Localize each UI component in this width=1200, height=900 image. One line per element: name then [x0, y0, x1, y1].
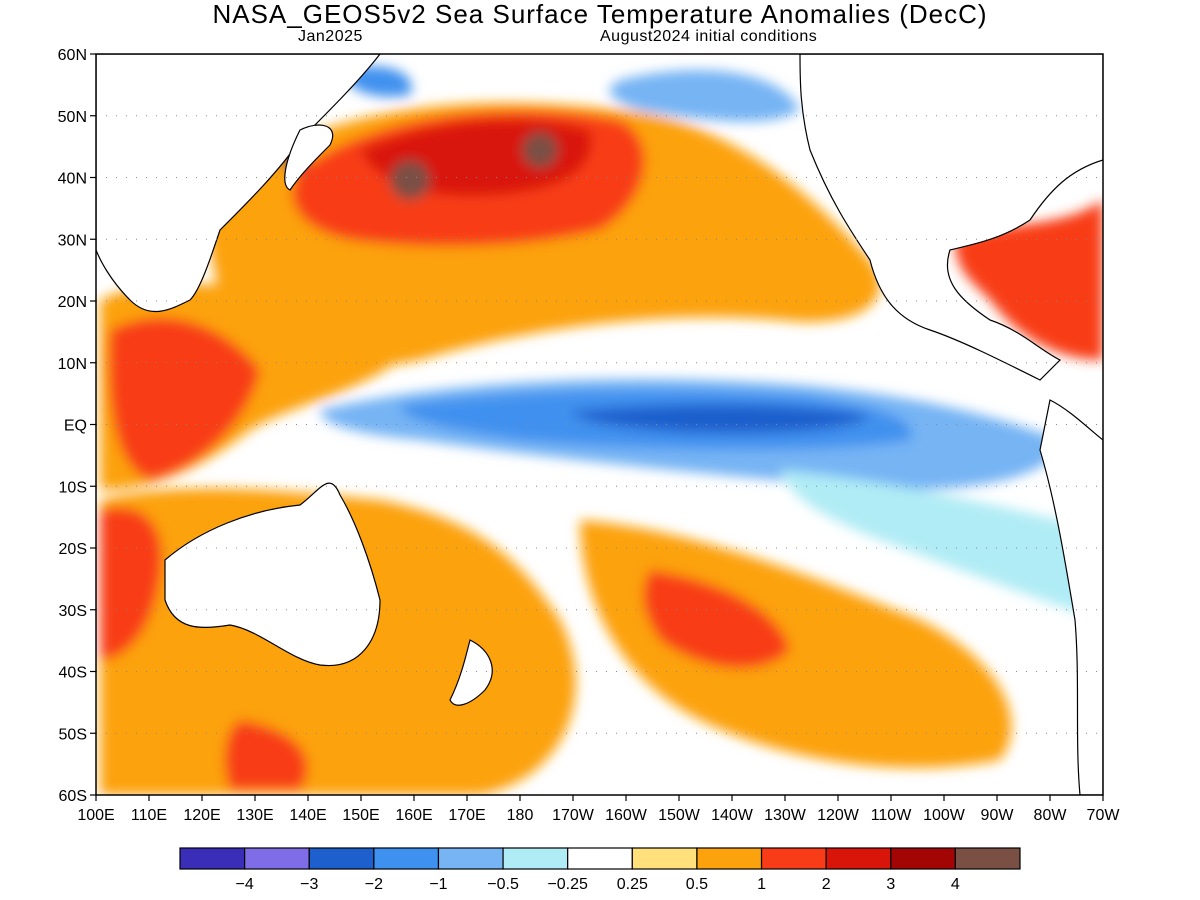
colorbar-swatch	[696, 847, 763, 870]
latitude-tick-label: 20S	[59, 541, 87, 558]
colorbar-swatch	[890, 847, 956, 870]
latitude-axis: 60N 50N 40N 30N 20N 10N EQ 10S 20S 30S 40S 50S 60S	[58, 47, 96, 805]
latitude-tick-label: 50S	[59, 726, 87, 743]
longitude-tick-label: 150E	[342, 807, 379, 824]
longitude-tick-label: 70W	[1087, 807, 1121, 824]
colorbar-swatch	[567, 847, 633, 870]
colorbar-label: −0.5	[487, 876, 519, 893]
longitude-tick-label: 130E	[236, 807, 273, 824]
latitude-tick-label: 30S	[59, 603, 87, 620]
longitude-tick-label: 160W	[605, 807, 648, 824]
colorbar-label: 2	[822, 876, 831, 893]
colorbar-label: −0.25	[547, 876, 588, 893]
colorbar-label: −4	[235, 876, 253, 893]
colorbar-label: −3	[300, 876, 318, 893]
latitude-tick-label: 50N	[58, 109, 87, 126]
colorbar-swatch	[179, 847, 246, 870]
anomaly-field	[96, 54, 1103, 795]
map-title: NASA_GEOS5v2 Sea Surface Temperature Ano…	[212, 0, 988, 29]
latitude-tick-label: 60N	[58, 47, 87, 64]
colorbar-swatch	[373, 847, 440, 870]
longitude-axis: 100E 110E 120E 130E 140E 150E 160E 170E 180 170W 1…	[77, 795, 1120, 824]
longitude-tick-label: 90W	[981, 807, 1015, 824]
colorbar-label: −1	[429, 876, 447, 893]
colorbar-legend: −4 −3 −2 −1 −0.5 −0.25 0.25 0.5 1 2 3 4	[179, 847, 1021, 893]
longitude-tick-label: 120W	[817, 807, 860, 824]
latitude-tick-label: 10N	[58, 356, 87, 373]
latitude-tick-label: 10S	[59, 479, 87, 496]
latitude-tick-label: 60S	[59, 788, 87, 805]
longitude-tick-label: 170E	[448, 807, 485, 824]
colorbar-swatch	[244, 847, 310, 870]
longitude-tick-label: 110W	[871, 807, 913, 824]
longitude-tick-label: 100E	[77, 807, 114, 824]
latitude-tick-label: 40S	[59, 665, 87, 682]
colorbar-label: 0.5	[686, 876, 708, 893]
colorbar-swatch	[760, 847, 827, 870]
colorbar-label: 3	[886, 876, 895, 893]
longitude-tick-label: 180	[507, 807, 534, 824]
longitude-tick-label: 140E	[289, 807, 326, 824]
longitude-tick-label: 140W	[711, 807, 754, 824]
colorbar-label: 4	[951, 876, 960, 893]
colorbar-label: −2	[365, 876, 383, 893]
colorbar-swatch	[308, 847, 375, 870]
colorbar-swatch	[502, 847, 569, 870]
latitude-tick-label: 20N	[58, 294, 87, 311]
initial-conditions-label: August2024 initial conditions	[600, 28, 818, 45]
longitude-tick-label: 80W	[1034, 807, 1068, 824]
colorbar-swatch	[437, 847, 504, 870]
longitude-tick-label: 130W	[764, 807, 807, 824]
longitude-tick-label: 120E	[183, 807, 220, 824]
longitude-tick-label: 100W	[923, 807, 966, 824]
longitude-tick-label: 170W	[552, 807, 595, 824]
colorbar-label: 1	[757, 876, 766, 893]
colorbar-swatch	[631, 847, 698, 870]
colorbar-swatch	[825, 847, 892, 870]
longitude-tick-label: 150W	[658, 807, 701, 824]
latitude-tick-label: EQ	[64, 418, 87, 435]
longitude-tick-label: 160E	[395, 807, 432, 824]
forecast-month-label: Jan2025	[298, 28, 363, 45]
latitude-tick-label: 40N	[58, 171, 87, 188]
latitude-tick-label: 30N	[58, 232, 87, 249]
colorbar-label: 0.25	[617, 876, 648, 893]
longitude-tick-label: 110E	[131, 807, 167, 824]
colorbar-swatch	[954, 847, 1021, 870]
